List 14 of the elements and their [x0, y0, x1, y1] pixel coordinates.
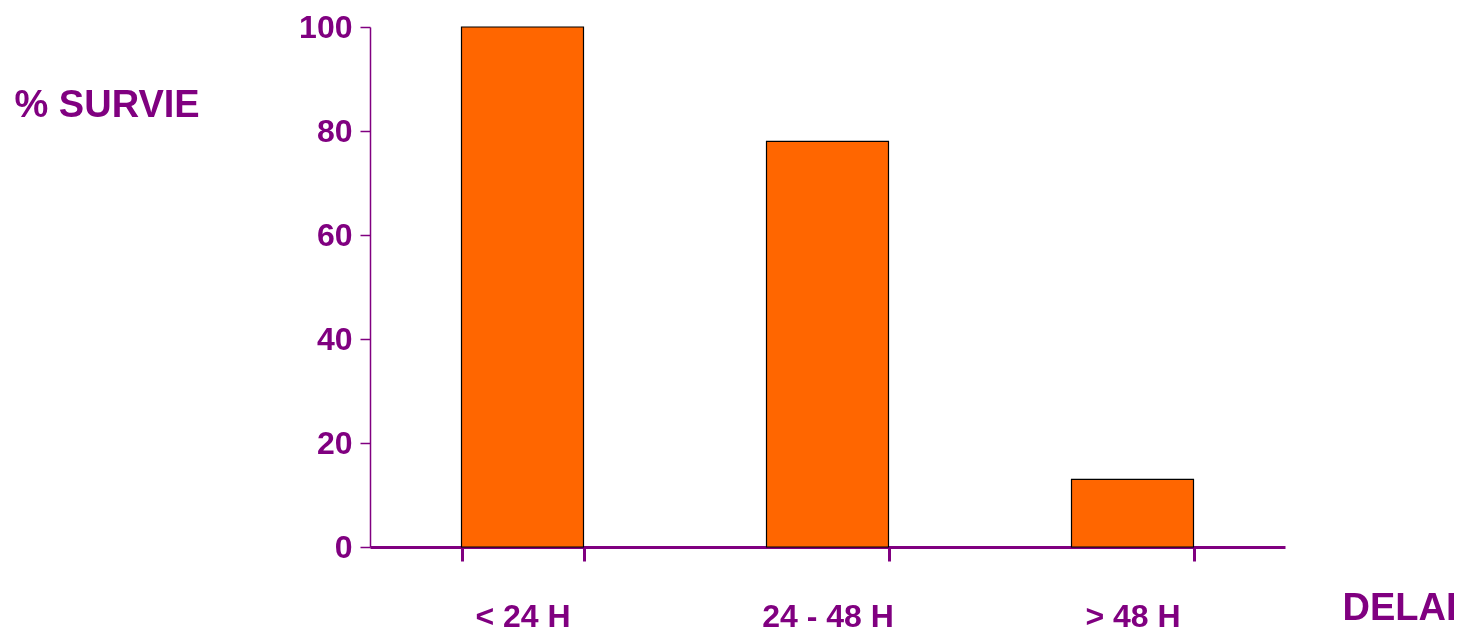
x-tick-label: > 48 H — [1085, 597, 1181, 633]
y-tick-label: 60 — [316, 216, 353, 253]
y-tick-label: 20 — [316, 424, 353, 461]
bar — [1070, 478, 1195, 548]
y-tick-label: 80 — [316, 112, 353, 149]
bar — [765, 140, 890, 548]
x-axis-title: DELAI — [1342, 585, 1457, 628]
x-tick-label: < 24 H — [475, 597, 571, 633]
y-axis-title: % SURVIE — [14, 82, 200, 125]
x-tick-label: 24 - 48 H — [762, 597, 894, 633]
y-tick-label: 0 — [334, 528, 353, 565]
bar — [460, 26, 585, 548]
y-tick-label: 100 — [299, 8, 353, 45]
y-tick-label: 40 — [316, 320, 353, 357]
